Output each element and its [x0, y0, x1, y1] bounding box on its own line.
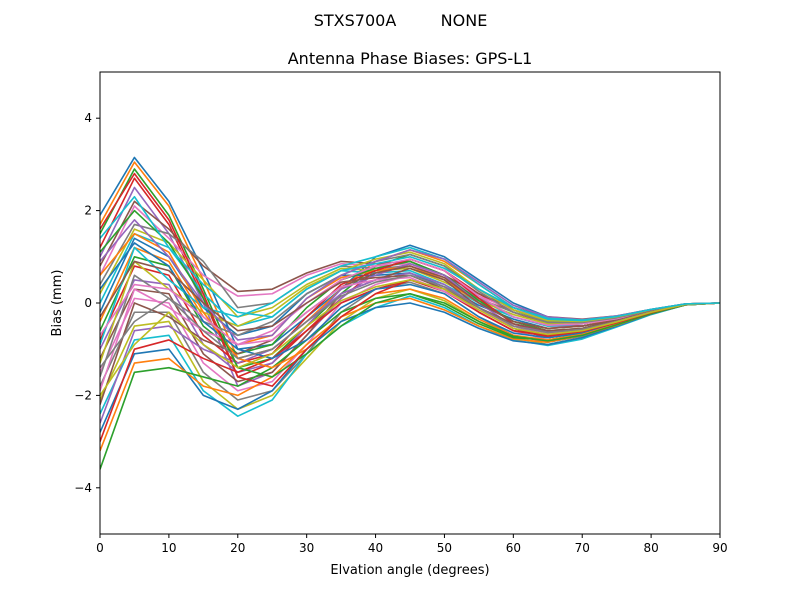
y-tick-label: −2 [74, 388, 92, 402]
x-tick-label: 30 [299, 541, 314, 555]
series-line-20 [100, 295, 720, 417]
x-tick-label: 10 [161, 541, 176, 555]
y-axis: −4 −2 0 2 4 [74, 111, 100, 495]
x-tick-label: 90 [712, 541, 727, 555]
x-axis: 0 10 20 30 40 50 60 70 80 90 [96, 534, 728, 555]
x-tick-label: 0 [96, 541, 104, 555]
series-line-39 [100, 279, 720, 396]
x-tick-label: 40 [368, 541, 383, 555]
series-line-21 [100, 302, 720, 433]
y-tick-label: 4 [84, 111, 92, 125]
x-tick-label: 50 [437, 541, 452, 555]
suptitle-left: STXS700A [314, 11, 397, 30]
series-line-33 [100, 209, 720, 378]
series-line-40 [100, 195, 720, 321]
y-tick-label: 2 [84, 204, 92, 218]
x-tick-label: 70 [575, 541, 590, 555]
x-axis-label: Elvation angle (degrees) [330, 563, 489, 578]
x-tick-label: 80 [643, 541, 658, 555]
x-tick-label: 20 [230, 541, 245, 555]
y-axis-label: Bias (mm) [50, 270, 65, 337]
y-tick-label: 0 [84, 296, 92, 310]
chart-title: Antenna Phase Biases: GPS-L1 [288, 49, 533, 68]
x-tick-label: 60 [506, 541, 521, 555]
series-layer [100, 156, 720, 470]
suptitle-right: NONE [441, 11, 488, 30]
y-tick-label: −4 [74, 481, 92, 495]
